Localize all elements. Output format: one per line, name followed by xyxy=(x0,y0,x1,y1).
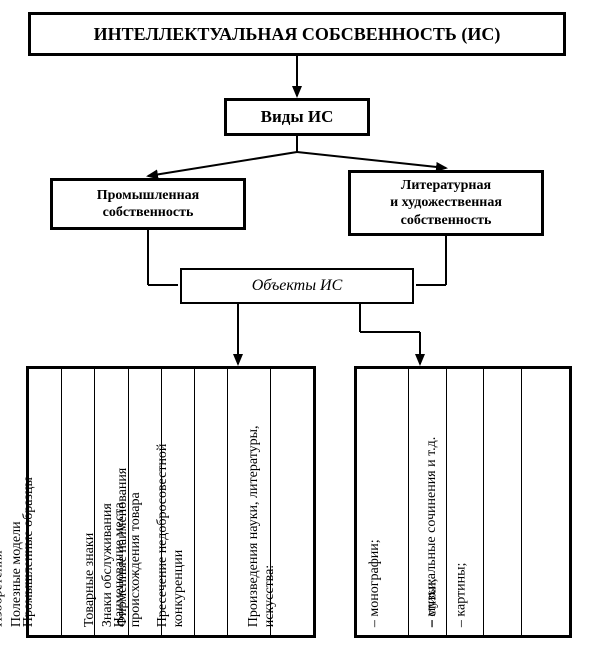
left-item-2-text: Промышленные образцы xyxy=(20,477,36,627)
objects-box: Объекты ИС xyxy=(180,268,414,304)
branch-literary-l3: собственность xyxy=(390,212,502,230)
branch-literary-text: Литературная и художественная собственно… xyxy=(390,177,502,230)
title-box: ИНТЕЛЛЕКТУАЛЬНАЯ СОБСВЕННОСТЬ (ИС) xyxy=(28,12,566,56)
right-objects: Произведения науки, литературы, искусств… xyxy=(354,366,572,638)
left-item-7-text: Пресечение недобросовестной конкуренции xyxy=(155,417,187,627)
left-item-3-text: Товарные знаки xyxy=(81,533,97,627)
right-item-4-text: – музыкальные сочинения и т.д. xyxy=(424,417,440,627)
branch-literary-l2: и художественная xyxy=(390,194,502,212)
right-item-3-text: – картины; xyxy=(454,562,470,627)
title-text: ИНТЕЛЛЕКТУАЛЬНАЯ СОБСВЕННОСТЬ (ИС) xyxy=(94,24,501,45)
branch-literary: Литературная и художественная собственно… xyxy=(348,170,544,236)
types-box: Виды ИС xyxy=(224,98,370,136)
left-item-6-text: Наименование места происхождения товара xyxy=(112,417,144,627)
right-item-1-text: – монографии; xyxy=(367,539,383,627)
branch-industrial: Промышленная собственность xyxy=(50,178,246,230)
branch-literary-l1: Литературная xyxy=(390,177,502,195)
objects-text: Объекты ИС xyxy=(252,277,343,295)
branch-industrial-text: Промышленная собственность xyxy=(59,187,237,222)
right-item-0-text: Произведения науки, литературы, искусств… xyxy=(245,417,277,627)
types-text: Виды ИС xyxy=(261,107,334,127)
right-item-3: – картины; xyxy=(484,369,521,635)
left-item-0-text: Изобретения xyxy=(0,550,7,627)
right-item-4: – музыкальные сочинения и т.д. xyxy=(522,369,569,635)
left-item-5: Фирменные наименования xyxy=(195,369,228,635)
